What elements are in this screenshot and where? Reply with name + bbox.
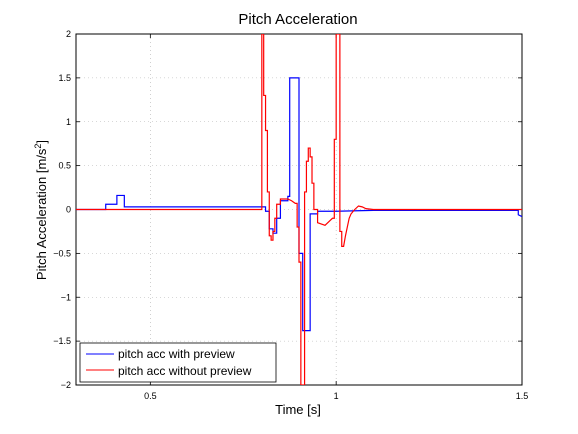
y-tick-label: 0 xyxy=(66,205,71,215)
y-tick-label: 0.5 xyxy=(58,161,71,171)
series-line-with-preview xyxy=(76,77,522,332)
y-tick-label: −2 xyxy=(61,380,71,390)
y-tick-label: 1.5 xyxy=(58,73,71,83)
x-tick-label: 1.5 xyxy=(516,391,529,401)
y-tick-label: −1.5 xyxy=(53,336,71,346)
chart-title: Pitch Acceleration xyxy=(238,11,357,28)
legend-label-without-preview: pitch acc without preview xyxy=(118,364,252,378)
legend: pitch acc with preview pitch acc without… xyxy=(79,342,277,383)
legend-label-with-preview: pitch acc with preview xyxy=(118,347,235,361)
x-tick-label: 0.5 xyxy=(144,391,157,401)
legend-box xyxy=(79,342,277,383)
x-axis-label: Time [s] xyxy=(275,402,321,417)
y-tick-label: −1 xyxy=(61,292,71,302)
x-tick-label: 1 xyxy=(334,391,339,401)
y-tick-label: −0.5 xyxy=(53,248,71,258)
y-axis-label-base: Pitch Acceleration [m/s xyxy=(34,148,49,280)
series-line-without-preview xyxy=(76,34,522,385)
y-axis-label-close: ] xyxy=(34,140,49,144)
y-axis-label-superscript: 2 xyxy=(33,144,43,149)
y-tick-label: 2 xyxy=(66,29,71,39)
series-group xyxy=(76,34,522,385)
y-axis-label: Pitch Acceleration [m/s2] xyxy=(33,140,49,280)
y-tick-label: 1 xyxy=(66,117,71,127)
axis-ticks: 0.5 1 1.5 2 1.5 1 0.5 0 −0.5 −1 −1.5 −2 xyxy=(53,29,528,401)
